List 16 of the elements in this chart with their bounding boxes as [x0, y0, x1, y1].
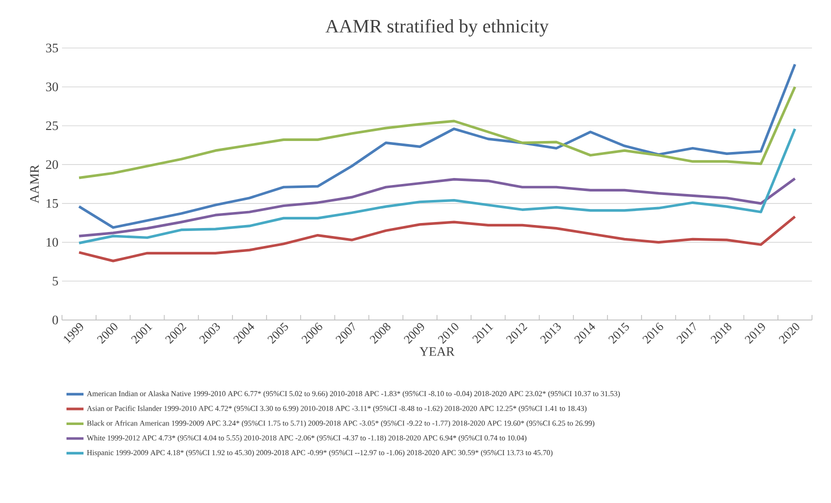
y-tick-label: 20	[46, 160, 58, 169]
chart-title: AAMR stratified by ethnicity	[325, 19, 549, 37]
x-tick-label: 2011	[472, 323, 494, 344]
y-tick-label: 30	[46, 82, 58, 92]
y-tick-label: 25	[46, 121, 58, 130]
line-series	[78, 63, 796, 229]
x-axis-title: YEAR	[420, 347, 455, 356]
line-series	[78, 128, 796, 244]
y-tick-label: 5	[52, 276, 58, 286]
line-series	[78, 86, 796, 180]
y-axis-title: AAMR	[30, 164, 39, 204]
line-series	[78, 177, 796, 238]
y-tick-label: 0	[52, 316, 58, 324]
y-tick-label: 10	[46, 238, 58, 247]
y-tick-label: 15	[46, 199, 58, 208]
y-tick-label: 35	[46, 44, 58, 52]
